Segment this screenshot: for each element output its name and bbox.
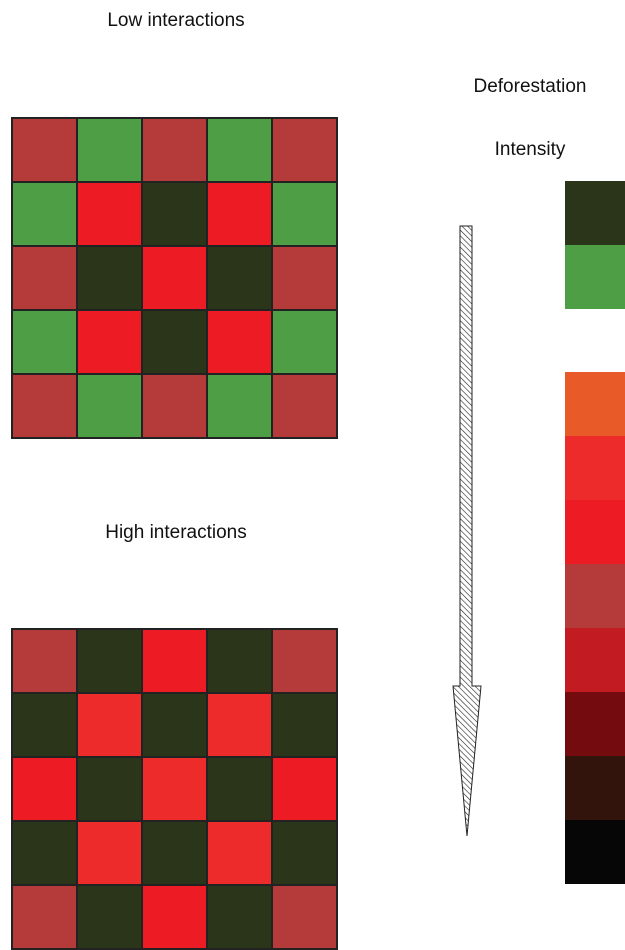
high-grid-cell-0-0 (12, 629, 77, 693)
high-grid-cell-4-4 (272, 885, 337, 949)
high-grid-cell-2-3 (207, 757, 272, 821)
high-grid-cell-4-2 (142, 885, 207, 949)
intensity-arrow (452, 225, 482, 837)
high-grid-cell-3-3 (207, 821, 272, 885)
low-grid-cell-0-3 (207, 118, 272, 182)
low-grid-cell-1-0 (12, 182, 77, 246)
low-grid-cell-3-3 (207, 310, 272, 374)
low-grid-cell-1-2 (142, 182, 207, 246)
high-grid-cell-2-4 (272, 757, 337, 821)
high-grid-cell-2-0 (12, 757, 77, 821)
low-grid-cell-0-4 (272, 118, 337, 182)
high-grid-cell-3-0 (12, 821, 77, 885)
high-grid-cell-3-4 (272, 821, 337, 885)
high-grid-cell-1-4 (272, 693, 337, 757)
high-grid-cell-0-1 (77, 629, 142, 693)
low-grid-cell-2-3 (207, 246, 272, 310)
legend-bottom-swatch-2 (565, 500, 625, 564)
high-interactions-grid (11, 628, 338, 950)
high-grid-cell-1-2 (142, 693, 207, 757)
low-grid-cell-2-0 (12, 246, 77, 310)
legend-title-deforestation: Deforestation (473, 76, 587, 97)
low-interactions-grid (11, 117, 338, 439)
intensity-arrow-shape (452, 225, 482, 837)
low-grid-cell-4-2 (142, 374, 207, 438)
low-grid-cell-3-1 (77, 310, 142, 374)
low-grid-cell-1-4 (272, 182, 337, 246)
high-grid-cell-1-1 (77, 693, 142, 757)
low-grid-cell-4-4 (272, 374, 337, 438)
low-grid-cell-2-4 (272, 246, 337, 310)
low-grid-cell-3-0 (12, 310, 77, 374)
high-grid-cell-2-2 (142, 757, 207, 821)
legend-bottom-swatch-3 (565, 564, 625, 628)
high-grid-cell-4-0 (12, 885, 77, 949)
high-grid-cell-4-3 (207, 885, 272, 949)
low-grid-cell-3-4 (272, 310, 337, 374)
legend-bottom-swatch-4 (565, 628, 625, 692)
low-grid-cell-0-2 (142, 118, 207, 182)
legend-bottom-swatch-6 (565, 756, 625, 820)
legend-bottom-swatch-7 (565, 820, 625, 884)
low-grid-cell-0-1 (77, 118, 142, 182)
low-grid-cell-2-1 (77, 246, 142, 310)
high-grid-cell-1-3 (207, 693, 272, 757)
high-grid-cell-3-1 (77, 821, 142, 885)
high-grid-cell-0-2 (142, 629, 207, 693)
high-grid-cell-2-1 (77, 757, 142, 821)
low-grid-cell-4-0 (12, 374, 77, 438)
high-grid-cell-0-3 (207, 629, 272, 693)
high-interactions-title: High interactions (105, 522, 247, 543)
low-grid-cell-4-1 (77, 374, 142, 438)
high-grid-cell-4-1 (77, 885, 142, 949)
low-grid-cell-1-3 (207, 182, 272, 246)
legend-title-intensity: Intensity (494, 139, 566, 160)
legend-bottom-swatch-5 (565, 692, 625, 756)
low-grid-cell-1-1 (77, 182, 142, 246)
high-grid-cell-3-2 (142, 821, 207, 885)
legend-top-swatch-0 (565, 181, 625, 245)
high-grid-cell-1-0 (12, 693, 77, 757)
low-grid-cell-2-2 (142, 246, 207, 310)
low-grid-cell-3-2 (142, 310, 207, 374)
high-grid-cell-0-4 (272, 629, 337, 693)
low-grid-cell-0-0 (12, 118, 77, 182)
legend-top-swatch-1 (565, 245, 625, 309)
low-interactions-title: Low interactions (107, 10, 245, 31)
legend-bottom-swatch-0 (565, 372, 625, 436)
low-grid-cell-4-3 (207, 374, 272, 438)
legend-bottom-swatch-1 (565, 436, 625, 500)
